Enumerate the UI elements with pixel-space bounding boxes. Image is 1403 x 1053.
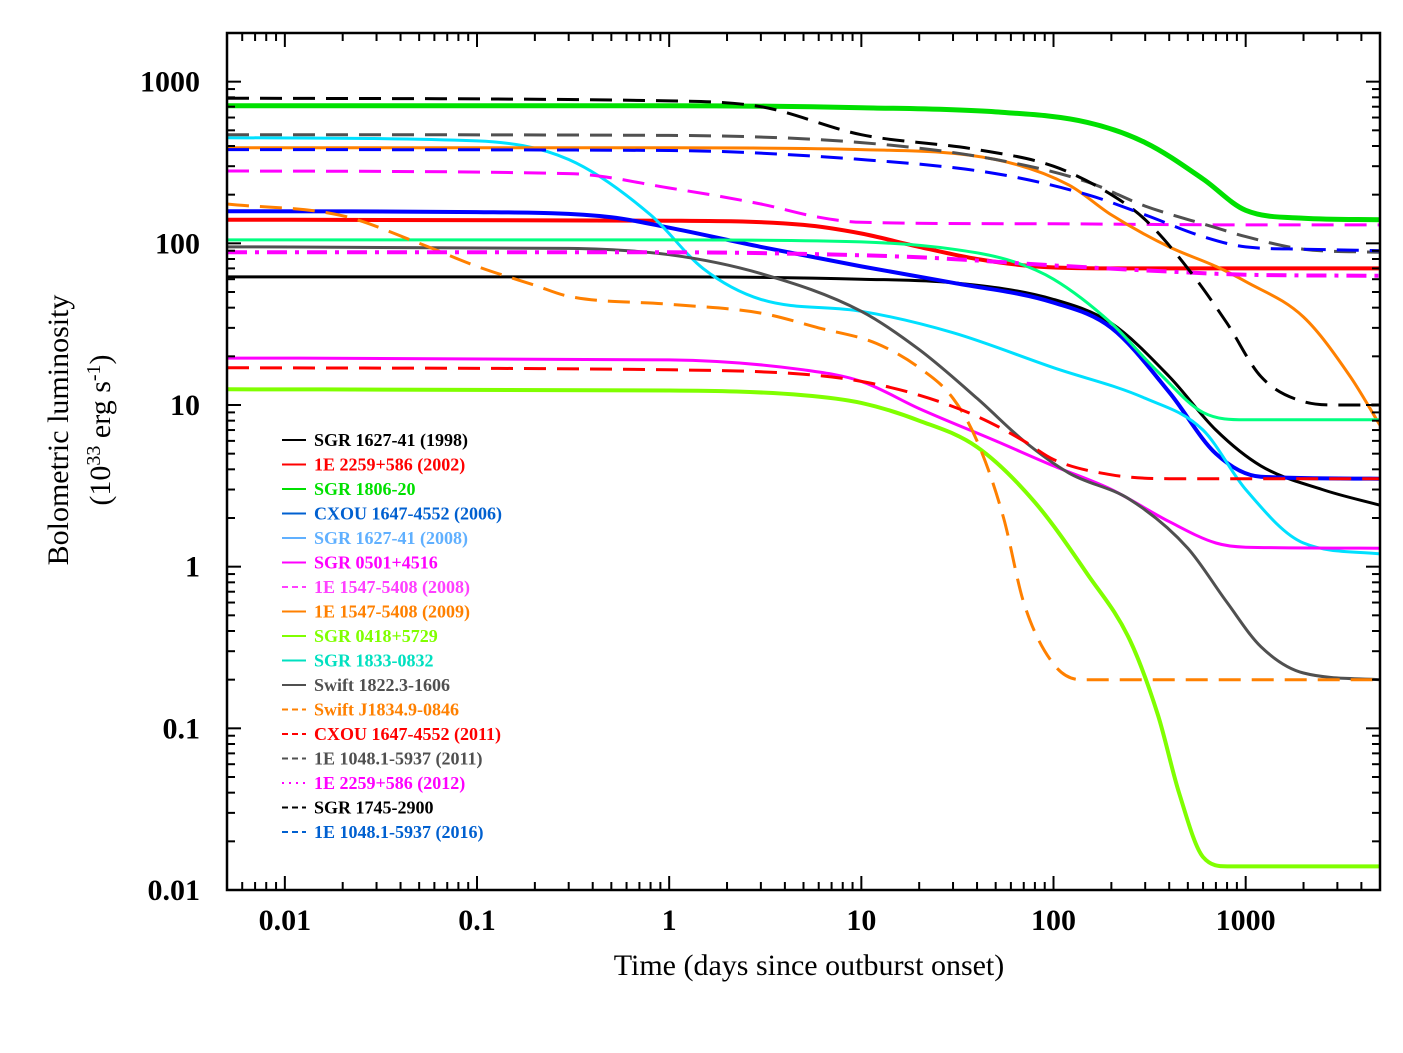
legend-entry: SGR 1745-2900 bbox=[282, 798, 434, 818]
legend-entry: Swift J1834.9-0846 bbox=[282, 700, 459, 720]
legend-entry: 1E 1547-5408 (2009) bbox=[282, 602, 470, 623]
x-tick-label: 100 bbox=[1031, 904, 1076, 937]
legend-entry: SGR 1806-20 bbox=[282, 479, 416, 499]
legend-entry: 1E 1048.1-5937 (2016) bbox=[282, 822, 484, 843]
legend-label: 1E 1547-5408 (2009) bbox=[314, 602, 470, 623]
series-line-sgr-0418-5729 bbox=[227, 387, 1380, 869]
ticks-layer bbox=[226, 32, 1381, 891]
legend-entry: SGR 1627-41 (1998) bbox=[282, 430, 468, 451]
legend-entry: SGR 1833-0832 bbox=[282, 651, 434, 671]
legend-entry: SGR 1627-41 (2008) bbox=[282, 528, 468, 549]
series-line-1e-1547-5408-2008 bbox=[227, 169, 1380, 227]
legend-label: CXOU 1647-4552 (2006) bbox=[314, 504, 502, 525]
x-tick-labels: 0.01 0.1 1 10 100 1000 bbox=[259, 904, 1276, 937]
x-tick-label: 0.01 bbox=[259, 904, 312, 937]
y-tick-label: 0.01 bbox=[148, 874, 201, 907]
legend-entry: 1E 1048.1-5937 (2011) bbox=[282, 749, 483, 770]
legend-entry: 1E 2259+586 (2012) bbox=[282, 773, 465, 794]
legend-entry: 1E 1547-5408 (2008) bbox=[282, 577, 470, 598]
legend-entry: SGR 0418+5729 bbox=[282, 626, 438, 646]
x-tick-label: 1000 bbox=[1216, 904, 1276, 937]
series-line-1e-2259-586-2002 bbox=[227, 217, 1380, 271]
legend: SGR 1627-41 (1998) 1E 2259+586 (2002) SGR … bbox=[282, 430, 502, 843]
legend-label: Swift 1822.3-1606 bbox=[314, 675, 450, 695]
y-tick-label: 10 bbox=[170, 389, 200, 422]
legend-label: 1E 1048.1-5937 (2016) bbox=[314, 822, 484, 843]
legend-entry: 1E 2259+586 (2002) bbox=[282, 455, 465, 476]
legend-label: SGR 1745-2900 bbox=[314, 798, 434, 818]
y-axis-units: (1033 erg s-1) bbox=[83, 354, 117, 505]
series-line-1e-2259-586-2012 bbox=[227, 250, 1380, 278]
series-line-swift-j1834-9-0846 bbox=[227, 202, 1380, 682]
legend-entry: SGR 0501+4516 bbox=[282, 553, 438, 573]
legend-entry: Swift 1822.3-1606 bbox=[282, 675, 450, 695]
y-tick-labels: 0.01 0.1 1 10 100 1000 bbox=[140, 66, 200, 907]
series-line-cxou-1647-4552-2011 bbox=[227, 366, 1380, 481]
legend-entry: CXOU 1647-4552 (2011) bbox=[282, 724, 501, 745]
x-tick-label: 1 bbox=[662, 904, 677, 937]
legend-label: 1E 2259+586 (2002) bbox=[314, 455, 465, 476]
legend-label: SGR 1806-20 bbox=[314, 479, 416, 499]
x-tick-label: 10 bbox=[846, 904, 876, 937]
y-axis-title: Bolometric luminosity bbox=[42, 295, 75, 566]
series-line-sgr-0501-4516 bbox=[227, 356, 1380, 550]
series-layer bbox=[227, 96, 1380, 869]
legend-label: SGR 1627-41 (1998) bbox=[314, 430, 468, 451]
x-axis-title: Time (days since outburst onset) bbox=[614, 949, 1005, 982]
y-tick-label: 1 bbox=[185, 551, 200, 584]
legend-label: 1E 1547-5408 (2008) bbox=[314, 577, 470, 598]
series-line-1e-1048-1-5937-2016 bbox=[227, 148, 1380, 253]
legend-entry: CXOU 1647-4552 (2006) bbox=[282, 504, 502, 525]
legend-label: SGR 0501+4516 bbox=[314, 553, 438, 573]
series-line-sgr-1806-20 bbox=[227, 103, 1380, 223]
series-line-sgr-1627-41-1998 bbox=[227, 275, 1380, 507]
series-line-swift-1822-3-1606 bbox=[227, 245, 1380, 682]
legend-label: SGR 1627-41 (2008) bbox=[314, 528, 468, 549]
y-tick-label: 100 bbox=[155, 227, 200, 260]
y-tick-label: 0.1 bbox=[163, 712, 201, 745]
x-tick-label: 0.1 bbox=[458, 904, 496, 937]
legend-label: SGR 0418+5729 bbox=[314, 626, 438, 646]
legend-label: SGR 1833-0832 bbox=[314, 651, 434, 671]
series-line-cxou-1647-4552-2006 bbox=[227, 209, 1380, 481]
y-tick-label: 1000 bbox=[140, 66, 200, 99]
legend-label: Swift J1834.9-0846 bbox=[314, 700, 459, 720]
legend-label: 1E 1048.1-5937 (2011) bbox=[314, 749, 483, 770]
series-line-sgr-1745-2900 bbox=[227, 96, 1380, 407]
legend-label: CXOU 1647-4552 (2011) bbox=[314, 724, 501, 745]
series-line-1e-1048-1-5937-2011 bbox=[227, 133, 1380, 254]
legend-label: 1E 2259+586 (2012) bbox=[314, 773, 465, 794]
